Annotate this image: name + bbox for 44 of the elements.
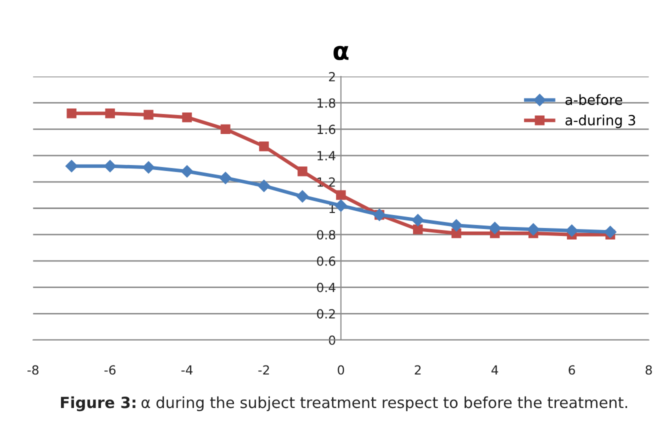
point [298, 166, 308, 176]
point [604, 226, 616, 238]
point [104, 160, 116, 172]
point [296, 190, 309, 202]
caption: Figure 3: α during the subject treatment respect to before the treatment. [60, 396, 628, 412]
point [566, 224, 578, 237]
y-tick-label: 0.2 [317, 309, 335, 319]
point [180, 165, 194, 178]
point [488, 222, 501, 234]
point [144, 110, 154, 120]
y-tick-label: 2 [329, 72, 335, 82]
y-tick-label: 1.4 [318, 151, 336, 160]
y-tick-label: 0.4 [317, 282, 336, 292]
x-tick-label: -4 [181, 365, 193, 374]
point [336, 190, 346, 200]
point [65, 160, 78, 172]
point [105, 108, 115, 118]
x-tick-label: -2 [258, 365, 269, 374]
x-tick-label: -8 [27, 365, 38, 375]
point [413, 224, 423, 234]
point [66, 108, 76, 118]
x-tick-label: 0 [338, 365, 344, 375]
x-tick-label: 8 [646, 365, 652, 375]
y-tick-label: 0.6 [317, 256, 336, 266]
y-tick-label: 1.6 [318, 124, 336, 134]
point [450, 219, 462, 232]
point [258, 180, 270, 192]
legend-label: a-during 3 [566, 114, 636, 128]
point [220, 124, 230, 134]
y-tick-label: 1.8 [318, 98, 336, 108]
chart-title: α [334, 46, 348, 60]
point [527, 223, 540, 236]
point [142, 161, 155, 174]
legend-label: a-before [566, 94, 622, 106]
point [259, 141, 269, 152]
point [182, 112, 192, 122]
point [219, 172, 232, 184]
x-tick-label: 6 [568, 365, 575, 375]
y-tick-label: 0.8 [317, 230, 336, 240]
x-tick-label: 4 [491, 365, 498, 374]
point [412, 214, 424, 226]
point [334, 200, 348, 212]
x-tick-label: -6 [104, 365, 116, 375]
x-tick-label: 2 [414, 365, 421, 374]
